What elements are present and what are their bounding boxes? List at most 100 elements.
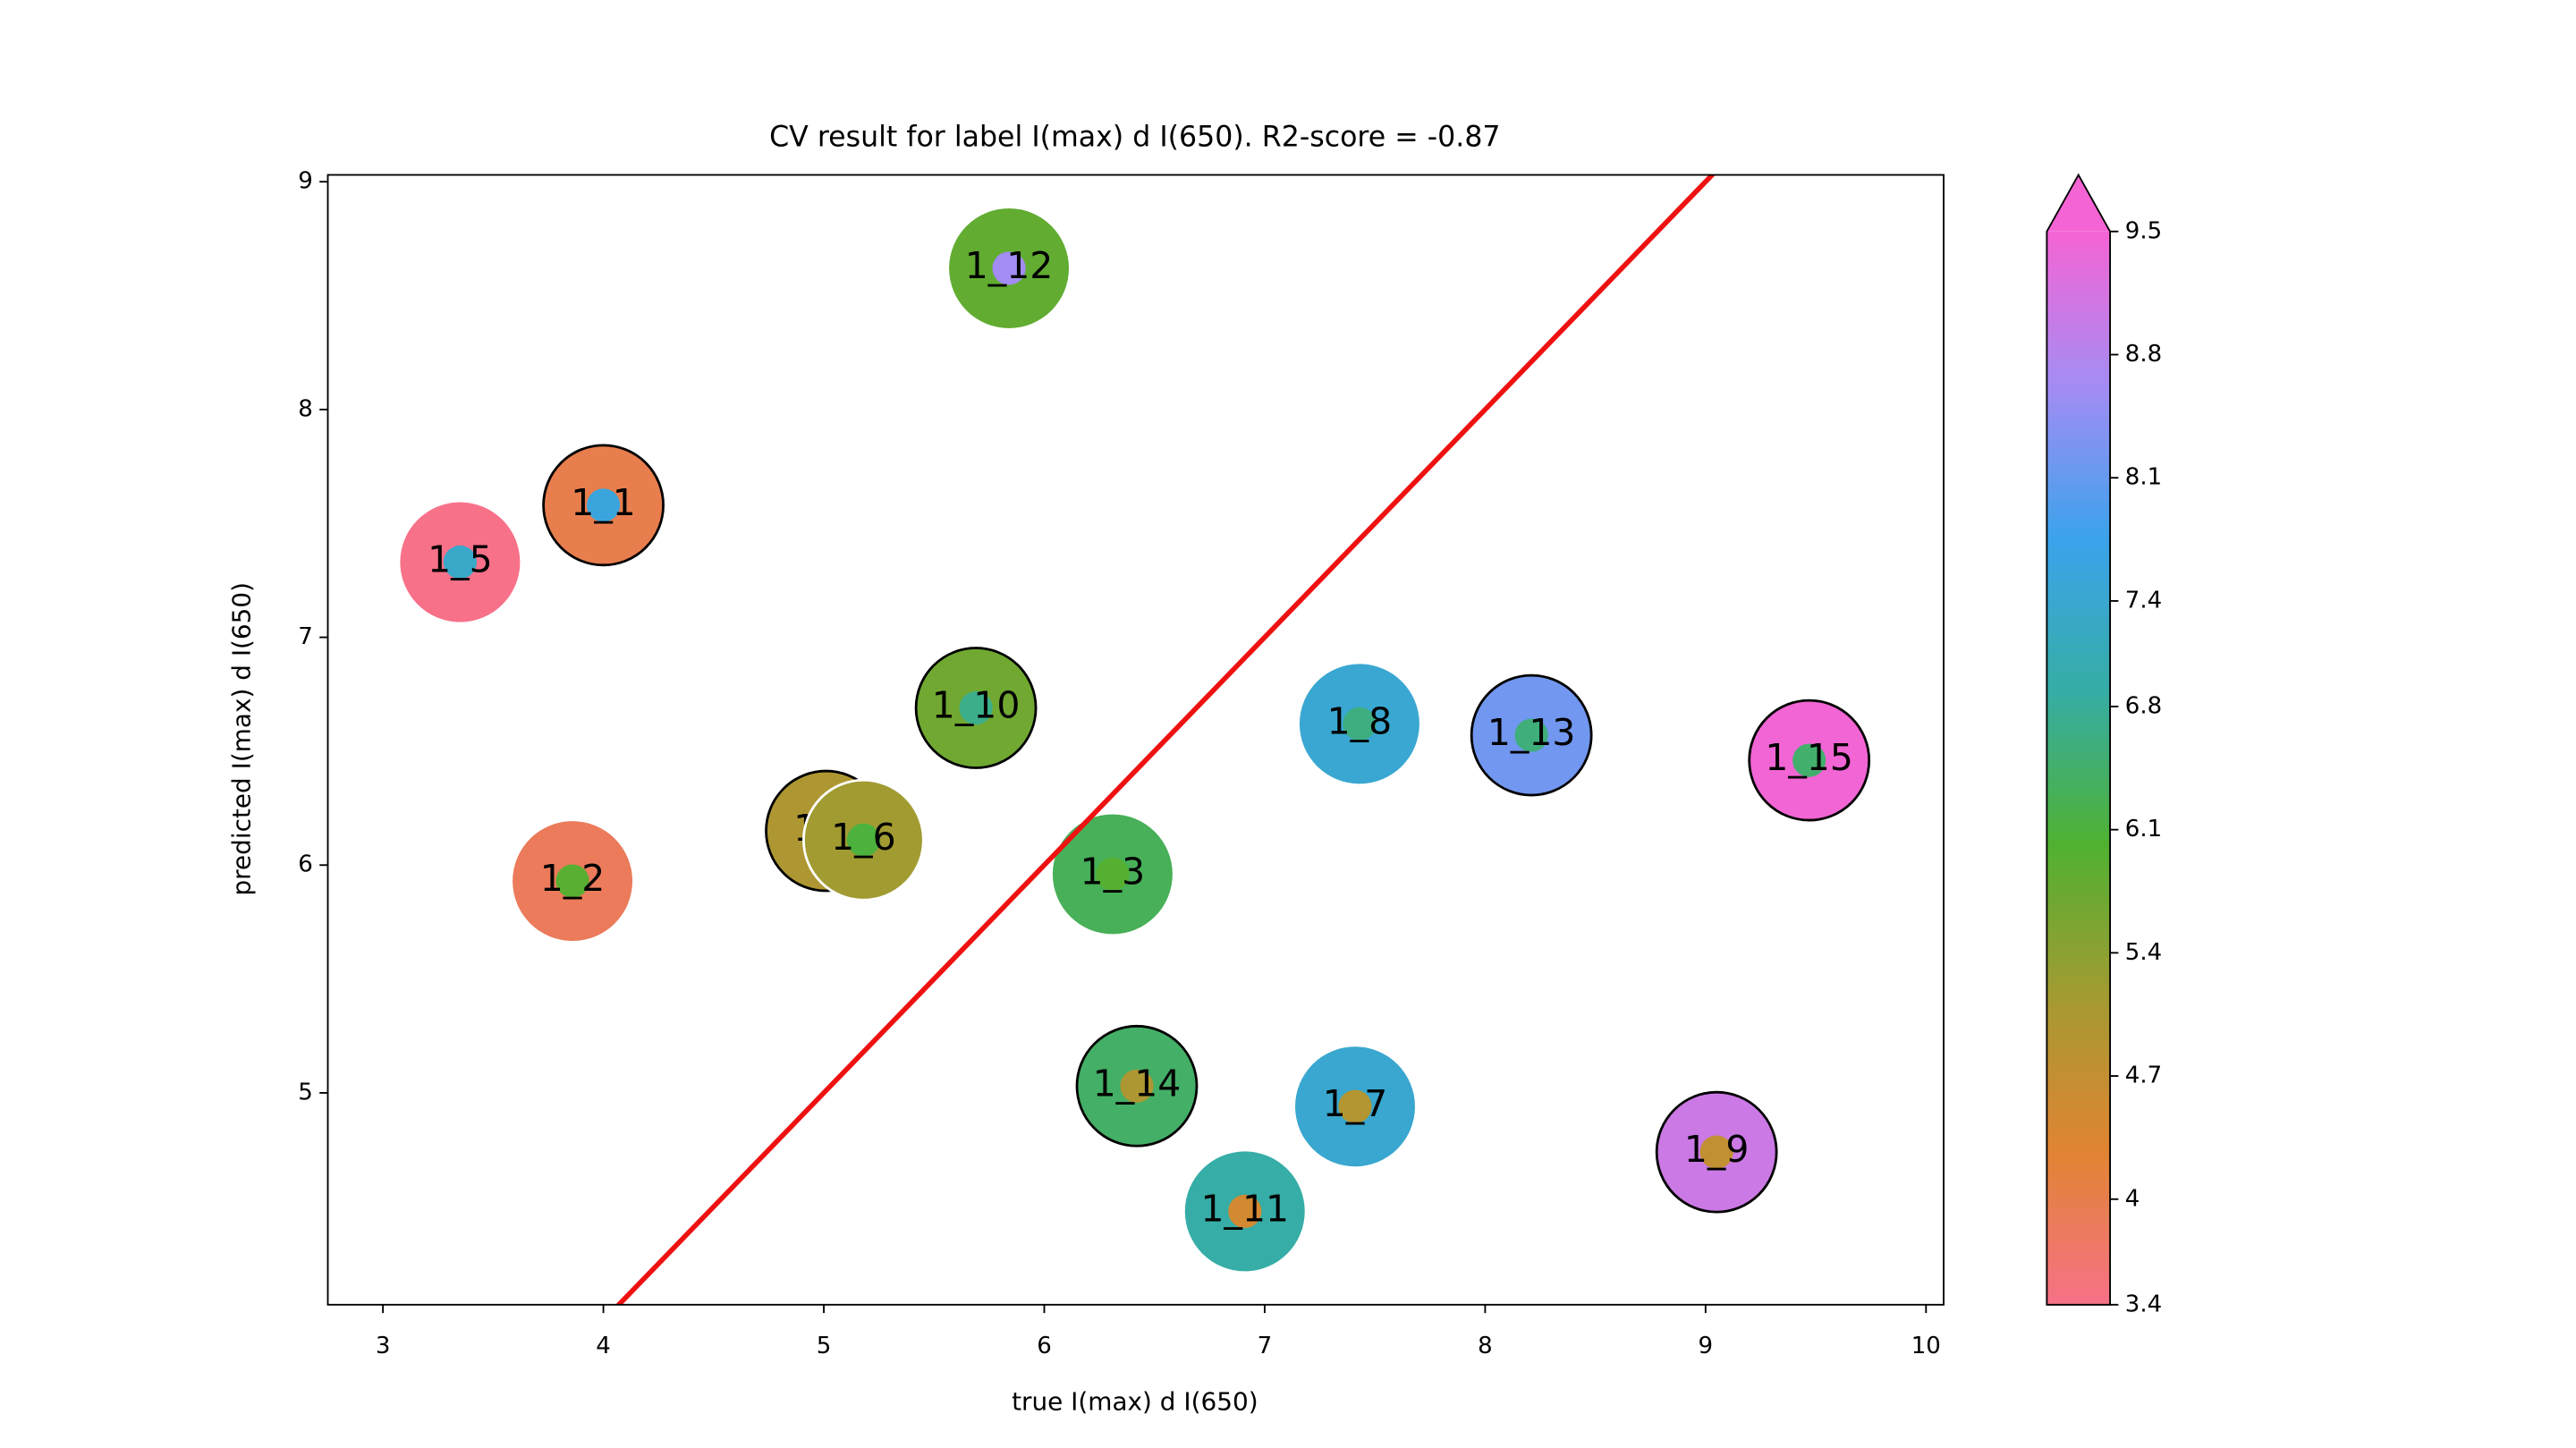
colorbar-segment (2046, 821, 2111, 832)
colorbar-segment (2046, 767, 2111, 778)
y-tick-label: 5 (298, 1079, 313, 1105)
colorbar-segment (2046, 893, 2111, 903)
chart-title: CV result for label I(max) d I(650). R2-… (769, 122, 1500, 154)
colorbar-segment (2046, 1009, 2111, 1020)
point-label: 1_8 (1327, 699, 1393, 742)
colorbar-extend (2046, 174, 2111, 232)
colorbar-segment (2046, 812, 2111, 823)
colorbar-segment (2046, 919, 2111, 930)
colorbar-segment (2046, 714, 2111, 724)
colorbar-segment (2046, 723, 2111, 733)
colorbar-segment (2046, 535, 2111, 546)
colorbar-segment (2046, 445, 2111, 456)
colorbar-segment (2046, 293, 2111, 304)
colorbar-segment (2046, 651, 2111, 662)
colorbar-segment (2046, 803, 2111, 814)
colorbar-segment (2046, 356, 2111, 367)
colorbar-segment (2046, 1143, 2111, 1154)
point-label: 1_3 (1080, 850, 1146, 893)
colorbar-tick-label: 8.8 (2125, 341, 2162, 368)
colorbar-segment (2046, 785, 2111, 796)
predicted-dot (443, 545, 477, 580)
predicted-dot (1228, 1194, 1262, 1228)
colorbar-segment (2046, 875, 2111, 885)
colorbar-segment (2046, 1071, 2111, 1082)
colorbar-segment (2046, 669, 2111, 680)
colorbar-segment (2046, 240, 2111, 250)
colorbar-segment (2046, 1045, 2111, 1055)
colorbar-segment (2046, 499, 2111, 510)
x-tick-label: 7 (1258, 1333, 1273, 1359)
colorbar-segment (2046, 606, 2111, 617)
colorbar-segment (2046, 571, 2111, 581)
colorbar-segment (2046, 1197, 2111, 1207)
point-label: 1_15 (1765, 736, 1853, 779)
y-tick-label: 8 (298, 395, 313, 422)
colorbar-segment (2046, 597, 2111, 608)
colorbar-segment (2046, 902, 2111, 912)
colorbar-segment (2046, 839, 2111, 850)
colorbar-segment (2046, 848, 2111, 859)
colorbar-tick-label: 6.8 (2125, 692, 2162, 719)
colorbar-segment (2046, 347, 2111, 358)
colorbar-segment (2046, 1080, 2111, 1091)
colorbar-segment (2046, 1018, 2111, 1029)
x-tick-label: 9 (1699, 1333, 1714, 1359)
colorbar-segment (2046, 544, 2111, 555)
predicted-dot (1338, 1089, 1372, 1123)
colorbar-segment (2046, 589, 2111, 599)
y-tick-label: 6 (298, 851, 313, 878)
colorbar-segment (2046, 258, 2111, 268)
colorbar-tick-label: 4.7 (2125, 1063, 2162, 1089)
colorbar-segment (2046, 526, 2111, 537)
point-label: 1_1 (571, 481, 636, 524)
x-tick-label: 4 (596, 1333, 611, 1359)
colorbar-segment (2046, 1295, 2111, 1306)
colorbar-segment (2046, 508, 2111, 519)
colorbar-segment (2046, 1098, 2111, 1109)
colorbar-segment (2046, 311, 2111, 322)
colorbar-segment (2046, 928, 2111, 939)
colorbar-segment (2046, 383, 2111, 394)
x-tick-label: 6 (1037, 1333, 1052, 1359)
colorbar-tick-label: 7.4 (2125, 587, 2162, 614)
colorbar-frame (2046, 173, 2111, 1306)
predicted-dot (959, 690, 993, 725)
point-label: 1_7 (1323, 1082, 1388, 1125)
colorbar-segment (2046, 231, 2111, 241)
colorbar-segment (2046, 1161, 2111, 1172)
colorbar-segment (2046, 687, 2111, 698)
colorbar-segment (2046, 955, 2111, 966)
colorbar-segment (2046, 830, 2111, 841)
point-label: 1_13 (1487, 711, 1576, 754)
colorbar-segment (2046, 1116, 2111, 1127)
colorbar-segment (2046, 794, 2111, 805)
point-label: 1_10 (932, 684, 1021, 727)
colorbar-segment (2046, 580, 2111, 590)
colorbar-segment (2046, 660, 2111, 671)
colorbar-segment (2046, 1268, 2111, 1279)
colorbar-segment (2046, 436, 2111, 447)
x-tick-label: 5 (817, 1333, 832, 1359)
colorbar-segment (2046, 1206, 2111, 1216)
colorbar-segment (2046, 428, 2111, 438)
colorbar-segment (2046, 1232, 2111, 1243)
y-axis-label: predicted I(max) d I(650) (227, 582, 257, 896)
predicted-dot (992, 251, 1026, 285)
colorbar-segment (2046, 562, 2111, 572)
plot-area: 1_11_21_31_41_51_61_71_81_91_101_111_121… (400, 174, 1871, 1305)
point-label: 1_12 (965, 244, 1054, 287)
predicted-dot (586, 488, 621, 522)
colorbar-segment (2046, 365, 2111, 376)
colorbar-tick-label: 4 (2125, 1185, 2140, 1212)
y-tick-label: 9 (298, 168, 313, 195)
colorbar-segment (2046, 1250, 2111, 1261)
point-label: 1_11 (1200, 1187, 1289, 1230)
predicted-dot (1792, 743, 1826, 777)
point-label: 1_2 (540, 857, 606, 900)
colorbar-segment (2046, 884, 2111, 894)
colorbar-tick-label: 6.1 (2125, 816, 2162, 843)
colorbar-segment (2046, 1000, 2111, 1011)
point-label: 1_6 (831, 816, 896, 859)
colorbar-segment (2046, 1241, 2111, 1252)
